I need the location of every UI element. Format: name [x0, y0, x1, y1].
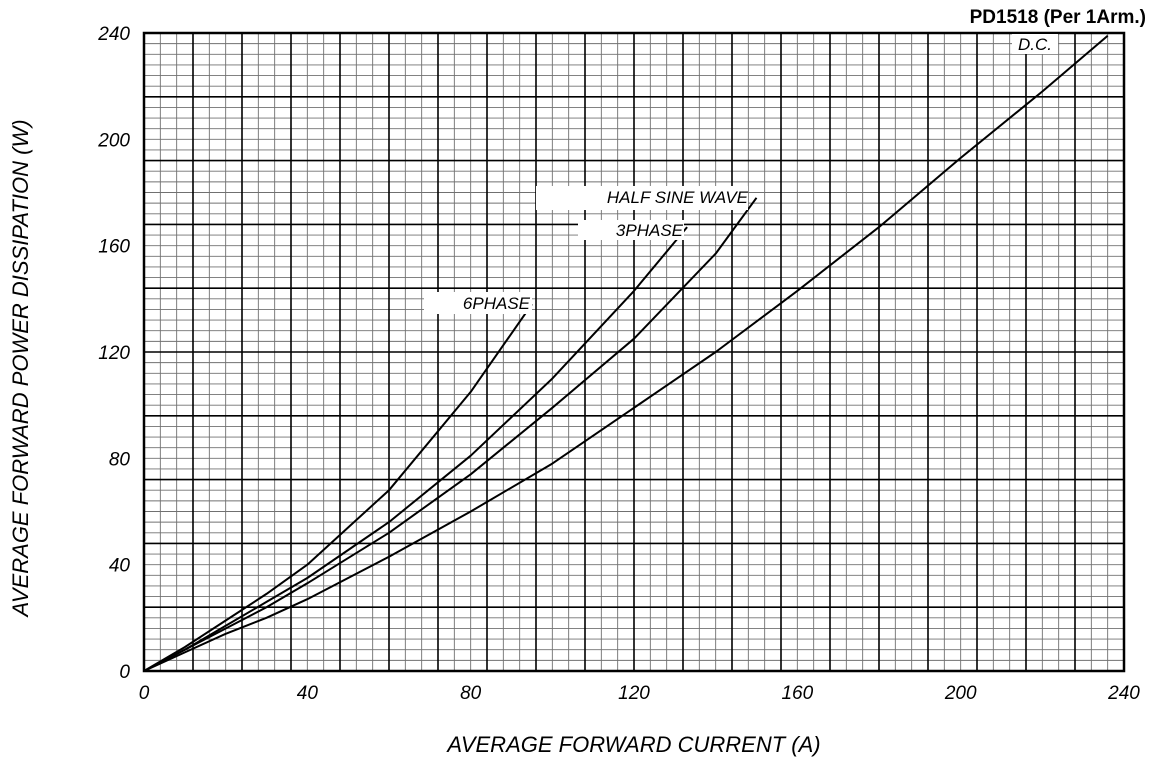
series-label-3phase: 3PHASE	[616, 221, 684, 240]
x-tick-label: 240	[1107, 683, 1140, 704]
y-tick-labels: 0 40 80 120 160 200 240	[97, 24, 130, 683]
x-tick-label: 80	[460, 683, 482, 704]
series-labels: D.C. HALF SINE WAVE 3PHASE 6PHASE	[424, 34, 1058, 314]
series-label-background	[578, 220, 684, 240]
y-tick-label: 0	[119, 662, 130, 683]
series-line-half-sine-wave	[143, 197, 758, 672]
x-tick-label: 200	[944, 683, 977, 704]
y-tick-label: 40	[109, 556, 131, 577]
series-line-6phase	[143, 303, 533, 672]
y-tick-label: 240	[97, 24, 130, 45]
y-axis-title: AVERAGE FORWARD POWER DISSIPATION (W)	[8, 119, 33, 618]
x-axis-title: AVERAGE FORWARD CURRENT (A)	[445, 732, 820, 757]
series-label-background	[424, 292, 532, 314]
y-tick-label: 80	[109, 449, 131, 470]
series-label-background	[536, 186, 748, 210]
y-tick-label: 120	[98, 343, 130, 364]
series-line-3phase	[143, 226, 688, 672]
x-tick-label: 0	[139, 683, 150, 704]
chart-title: PD1518 (Per 1Arm.)	[970, 7, 1146, 28]
series-line-d-c	[143, 34, 1109, 672]
series-label-half-sine-wave: HALF SINE WAVE	[607, 188, 749, 207]
y-tick-label: 200	[97, 130, 130, 151]
series-label-6phase: 6PHASE	[463, 294, 531, 313]
x-tick-labels: 0 40 80 120 160 200 240	[139, 683, 1141, 704]
y-tick-label: 160	[98, 237, 130, 258]
series-label-d-c: D.C.	[1018, 35, 1052, 54]
x-tick-label: 120	[618, 683, 650, 704]
x-tick-label: 40	[297, 683, 319, 704]
grid-major	[144, 33, 1124, 671]
series-lines	[143, 34, 1109, 672]
x-tick-label: 160	[781, 683, 813, 704]
plot-frame	[142, 31, 1126, 673]
series-label-background	[1012, 34, 1058, 54]
